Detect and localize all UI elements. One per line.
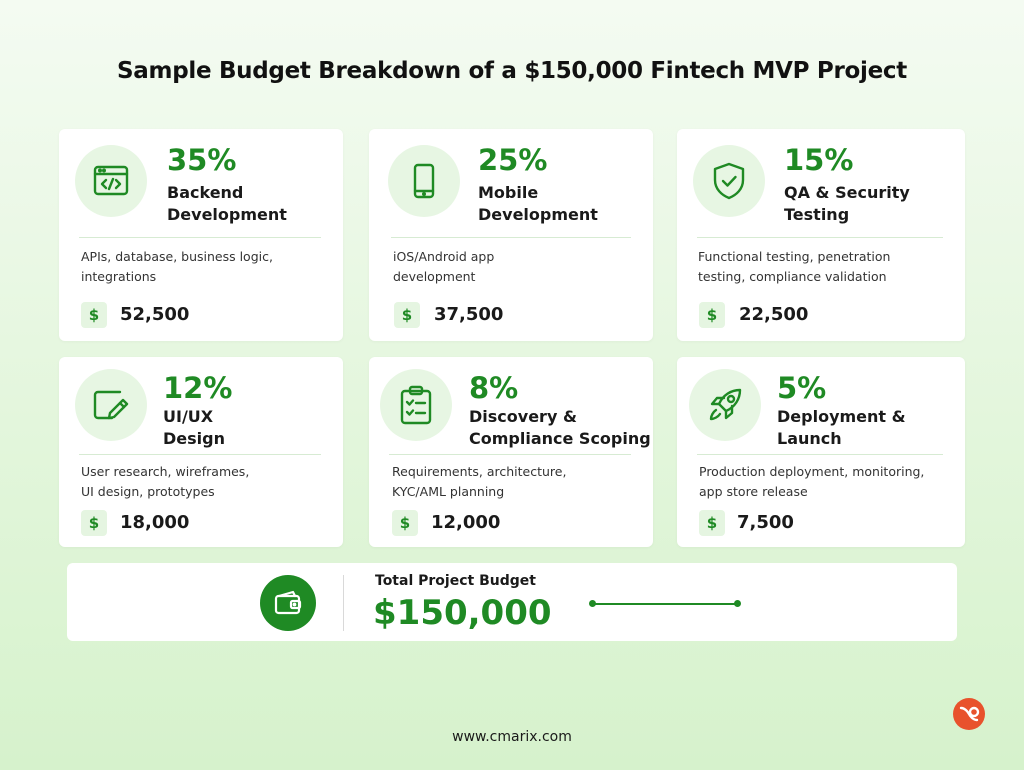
mobile-phone-icon <box>388 145 460 217</box>
total-separator <box>343 575 344 631</box>
dollar-icon: $ <box>699 510 725 536</box>
budget-card-mobile: 25% Mobile Development iOS/Android app d… <box>369 129 653 341</box>
total-value: $150,000 <box>373 593 552 633</box>
page-title: Sample Budget Breakdown of a $150,000 Fi… <box>117 58 907 84</box>
dollar-icon: $ <box>699 302 725 328</box>
card-divider <box>79 454 321 455</box>
card-description: Production deployment, monitoring, app s… <box>699 464 925 499</box>
card-label: Deployment & Launch <box>777 407 906 448</box>
budget-card-backend: 35% Backend Development APIs, database, … <box>59 129 343 341</box>
card-amount: 37,500 <box>434 304 504 325</box>
clipboard-checklist-icon <box>380 369 452 441</box>
code-window-icon <box>75 145 147 217</box>
dollar-icon: $ <box>392 510 418 536</box>
card-label: Backend Development <box>167 183 287 224</box>
card-percent: 15% <box>784 143 854 177</box>
budget-card-qa-security: 15% QA & Security Testing Functional tes… <box>677 129 965 341</box>
card-description: Functional testing, penetration testing,… <box>698 249 891 284</box>
card-amount: 52,500 <box>120 304 190 325</box>
card-divider <box>391 237 631 238</box>
card-amount: 12,000 <box>431 512 501 533</box>
card-percent: 35% <box>167 143 237 177</box>
dollar-icon: $ <box>81 510 107 536</box>
card-amount: 7,500 <box>737 512 794 533</box>
card-divider <box>697 237 943 238</box>
card-percent: 25% <box>478 143 548 177</box>
wallet-icon <box>260 575 316 631</box>
total-label: Total Project Budget <box>375 573 536 589</box>
card-label: QA & Security Testing <box>784 183 910 224</box>
decorative-line <box>593 603 739 605</box>
rocket-icon <box>689 369 761 441</box>
budget-card-deployment: 5% Deployment & Launch Production deploy… <box>677 357 965 547</box>
card-description: User research, wireframes, UI design, pr… <box>81 464 250 499</box>
budget-card-uiux: 12% UI/UX Design User research, wirefram… <box>59 357 343 547</box>
card-label: Discovery & Compliance Scoping <box>469 407 651 448</box>
footer-website[interactable]: www.cmarix.com <box>452 729 572 745</box>
design-pencil-icon <box>75 369 147 441</box>
card-description: Requirements, architecture, KYC/AML plan… <box>392 464 567 499</box>
card-label: UI/UX Design <box>163 407 225 448</box>
card-label: Mobile Development <box>478 183 598 224</box>
card-amount: 22,500 <box>739 304 809 325</box>
card-divider <box>697 454 943 455</box>
card-percent: 12% <box>163 371 233 405</box>
cmarix-logo-icon <box>953 698 985 730</box>
total-budget-card: Total Project Budget $150,000 <box>67 563 957 641</box>
card-percent: 8% <box>469 371 519 405</box>
card-description: APIs, database, business logic, integrat… <box>81 249 273 284</box>
card-percent: 5% <box>777 371 827 405</box>
card-divider <box>389 454 631 455</box>
dollar-icon: $ <box>394 302 420 328</box>
card-amount: 18,000 <box>120 512 190 533</box>
card-description: iOS/Android app development <box>393 249 495 284</box>
decorative-dot-left <box>589 600 596 607</box>
decorative-dot-right <box>734 600 741 607</box>
shield-check-icon <box>693 145 765 217</box>
card-divider <box>79 237 321 238</box>
budget-card-discovery: 8% Discovery & Compliance Scoping Requir… <box>369 357 653 547</box>
dollar-icon: $ <box>81 302 107 328</box>
